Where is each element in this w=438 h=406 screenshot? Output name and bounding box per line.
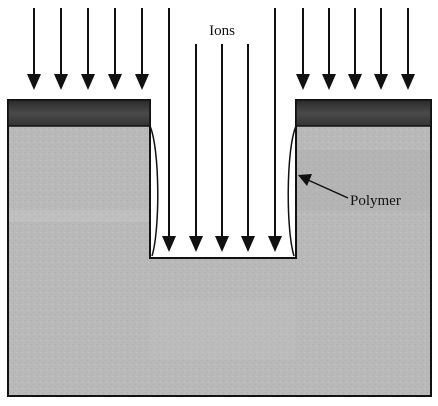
ion-arrow — [401, 8, 415, 90]
polymer-label: Polymer — [350, 193, 401, 209]
ion-arrow — [296, 8, 310, 90]
substrate-shade-band — [9, 210, 149, 222]
polymer-left — [149, 125, 159, 257]
ion-arrow — [374, 8, 388, 90]
ion-arrow — [189, 44, 203, 252]
ion-arrow — [322, 8, 336, 90]
ion-arrow — [268, 8, 282, 252]
ions-label: Ions — [209, 23, 235, 39]
ion-arrow — [81, 8, 95, 90]
ion-arrow — [348, 8, 362, 90]
polymer-right — [287, 125, 297, 257]
ion-arrow — [162, 8, 176, 252]
substrate-shade-band — [297, 150, 430, 210]
ion-arrow — [54, 8, 68, 90]
ion-arrows — [27, 8, 415, 252]
mask-left — [7, 99, 151, 127]
ion-arrow — [135, 8, 149, 90]
ion-arrow — [108, 8, 122, 90]
ion-arrow — [215, 44, 229, 252]
ion-arrow — [27, 8, 41, 90]
ion-arrow — [241, 44, 255, 252]
polymer-pointer-head — [298, 174, 312, 186]
mask-right — [295, 99, 432, 127]
polymer-pointer-line — [307, 179, 349, 199]
substrate-shade-band — [150, 300, 296, 360]
